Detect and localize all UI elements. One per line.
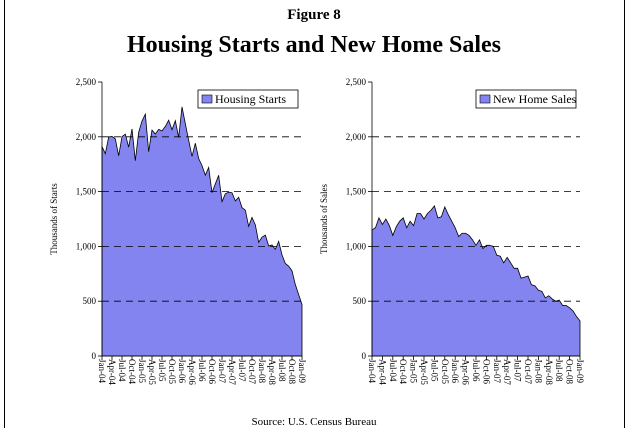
x-tick-label: Jan-08	[257, 359, 267, 383]
x-tick-label: Jul-08	[277, 359, 287, 382]
x-tick-label: Jul-05	[157, 359, 167, 382]
x-tick-label: Jan-05	[137, 359, 147, 383]
x-tick-label: Jan-09	[575, 359, 585, 383]
x-tick-label: Oct-05	[440, 359, 450, 384]
x-tick-label: Apr-08	[544, 359, 554, 385]
y-axis-label: Thousands of Starts	[49, 183, 59, 255]
figure-label: Figure 8	[287, 7, 340, 23]
x-tick-label: Jan-05	[409, 359, 419, 383]
x-tick-label: Apr-05	[419, 359, 429, 385]
x-tick-label: Oct-06	[207, 359, 217, 384]
x-tick-label: Jan-06	[177, 359, 187, 383]
x-tick-label: Apr-04	[377, 359, 387, 385]
chart-title: Housing Starts and New Home Sales	[127, 32, 501, 58]
y-tick-label: 1,000	[346, 241, 367, 251]
x-tick-label: Jan-07	[492, 359, 502, 383]
y-tick-label: 2,000	[346, 132, 367, 142]
x-tick-label: Oct-04	[398, 359, 408, 384]
x-tick-label: Jan-09	[297, 359, 307, 383]
y-tick-label: 0	[362, 351, 367, 361]
y-tick-label: 1,500	[346, 187, 367, 197]
x-tick-label: Jul-04	[388, 359, 398, 382]
x-tick-label: Jan-08	[533, 359, 543, 383]
x-tick-label: Oct-06	[481, 359, 491, 384]
y-tick-label: 2,000	[76, 132, 97, 142]
x-tick-label: Oct-08	[565, 359, 575, 384]
x-tick-label: Jan-04	[97, 359, 107, 383]
x-tick-label: Jul-04	[117, 359, 127, 382]
legend-box	[197, 89, 299, 109]
y-tick-label: 1,000	[76, 241, 97, 251]
x-tick-label: Apr-06	[461, 359, 471, 385]
x-tick-label: Jul-07	[237, 359, 247, 382]
y-tick-label: 500	[353, 296, 367, 306]
area	[101, 106, 303, 357]
x-tick-label: Oct-04	[127, 359, 137, 384]
x-tick-label: Apr-05	[147, 359, 157, 385]
x-tick-label: Apr-07	[227, 359, 237, 385]
legend-label: New Home Sales	[493, 92, 577, 106]
x-tick-label: Jul-07	[513, 359, 523, 382]
area	[371, 204, 581, 357]
x-tick-label: Jul-06	[471, 359, 481, 382]
legend-label: Housing Starts	[215, 92, 286, 106]
x-tick-label: Oct-08	[287, 359, 297, 384]
y-tick-label: 2,500	[346, 77, 367, 87]
x-tick-label: Jan-06	[450, 359, 460, 383]
x-tick-label: Oct-07	[247, 359, 257, 384]
x-tick-label: Apr-06	[187, 359, 197, 385]
x-tick-label: Jul-05	[429, 359, 439, 382]
legend-box	[475, 89, 577, 109]
legend-swatch	[479, 94, 491, 104]
x-tick-label: Jan-04	[367, 359, 377, 383]
x-tick-label: Oct-07	[523, 359, 533, 384]
x-tick-label: Jan-07	[217, 359, 227, 383]
y-tick-label: 0	[92, 351, 97, 361]
x-tick-label: Oct-05	[167, 359, 177, 384]
legend-swatch	[201, 94, 213, 104]
x-tick-label: Jul-08	[554, 359, 564, 382]
x-tick-label: Apr-08	[267, 359, 277, 385]
y-tick-label: 500	[83, 296, 97, 306]
y-tick-label: 2,500	[76, 77, 97, 87]
x-tick-label: Apr-07	[502, 359, 512, 385]
x-tick-label: Apr-04	[107, 359, 117, 385]
source: Source: U.S. Census Bureau	[252, 416, 377, 428]
y-axis-label: Thousands of Sales	[319, 184, 329, 254]
x-tick-label: Jul-06	[197, 359, 207, 382]
y-tick-label: 1,500	[76, 187, 97, 197]
